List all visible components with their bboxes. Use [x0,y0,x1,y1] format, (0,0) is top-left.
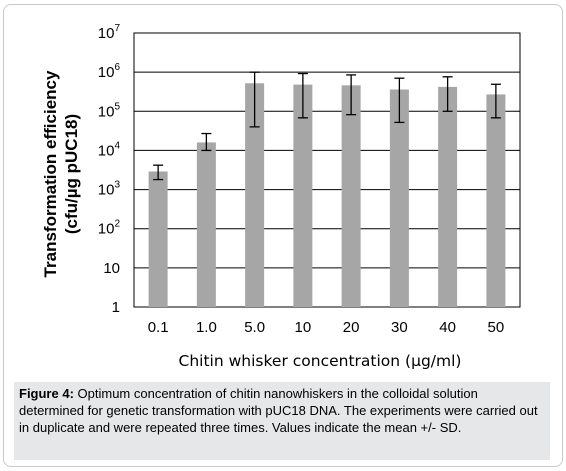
error-bar [442,76,453,112]
x-tick-label: 50 [488,319,505,336]
bar [293,84,313,307]
error-bar [153,164,164,181]
caption-label: Figure 4: [19,386,74,401]
error-bar [490,83,501,119]
bar [389,89,409,308]
y-tick-label: 103 [98,180,121,199]
plot-area [133,32,521,308]
bar [341,85,361,307]
x-tick-labels: 0.1 1.0 5.0 10 20 30 40 50 [148,319,505,336]
y-tick-label: 105 [98,101,121,120]
error-bar [394,77,405,124]
y-axis-label-line2: (cfu/µg pUC18) [62,114,81,234]
bar [486,94,506,307]
x-tick-label: 10 [295,319,312,336]
x-tick-label: 40 [439,319,456,336]
x-tick-label: 30 [391,319,408,336]
y-tick-label: 1 [112,299,120,316]
y-tick-label: 104 [98,140,121,159]
error-bar [201,132,212,152]
error-bars [153,71,501,181]
y-tick-label: 106 [98,62,121,81]
x-tick-label: 0.1 [148,319,169,336]
x-tick-label: 20 [343,319,360,336]
y-tick-label: 10 [103,260,120,277]
figure-caption: Figure 4: Optimum concentration of chiti… [14,382,550,460]
bar [438,86,458,307]
error-bar [346,74,357,116]
y-tick-label: 102 [98,219,121,238]
error-bar [249,71,260,128]
x-tick-label: 5.0 [244,319,265,336]
bar [196,142,216,307]
bar-chart: 1 10 102 103 104 105 106 107 0.1 1.0 5.0 10 20 30 40 5… [41,23,521,370]
y-tick-labels: 1 10 102 103 104 105 106 107 [98,23,121,316]
bars [148,83,506,308]
x-axis-label: Chitin whisker concentration (µg/ml) [179,352,462,370]
caption-text: Optimum concentration of chitin nanowhis… [19,386,538,435]
bar [245,83,265,307]
y-tick-label: 107 [98,23,121,42]
bar [148,171,168,307]
x-tick-label: 1.0 [196,319,217,336]
error-bar [297,72,308,119]
y-axis-label-line1: Transformation efficiency [41,70,60,277]
